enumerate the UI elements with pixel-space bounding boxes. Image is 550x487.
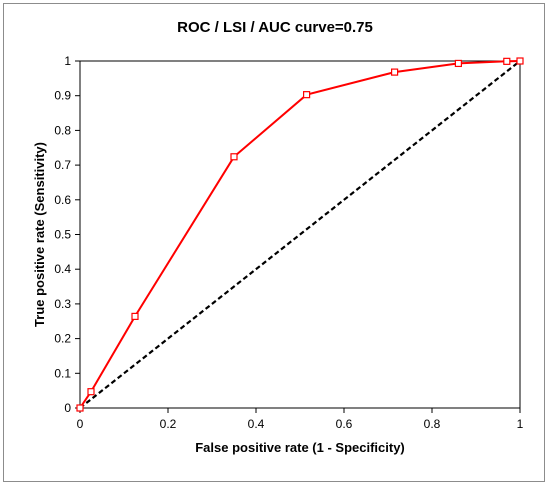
x-tick-label: 0.8 [424, 417, 441, 431]
chart-title: ROC / LSI / AUC curve=0.75 [177, 19, 373, 36]
x-axis-label: False positive rate (1 - Specificity) [195, 440, 405, 455]
roc-point-marker [391, 68, 399, 76]
roc-point-marker [303, 91, 311, 99]
y-tick-label: 0.1 [54, 366, 71, 380]
y-tick-label: 0.2 [54, 332, 71, 346]
series-group [76, 57, 524, 412]
y-tick-label: 0.3 [54, 297, 71, 311]
y-tick-label: 0.4 [54, 262, 71, 276]
y-tick-label: 1 [64, 54, 71, 68]
x-tick-label: 1 [517, 417, 524, 431]
y-tick-label: 0.6 [54, 193, 71, 207]
roc-point-marker [230, 153, 238, 161]
roc-point-marker [516, 57, 524, 65]
y-tick-label: 0.7 [54, 158, 71, 172]
chart-frame [3, 3, 545, 482]
y-tick-label: 0.9 [54, 89, 71, 103]
x-tick-label: 0.4 [248, 417, 265, 431]
roc-point-marker [454, 59, 462, 68]
y-axis: 0 0.1 0.2 0.3 0.4 0.5 0.6 0.7 0.8 0.9 1 [54, 54, 80, 415]
roc-point-marker [131, 312, 139, 320]
reference-diagonal-line [79, 60, 521, 409]
x-tick-label: 0.6 [336, 417, 353, 431]
roc-point-marker [76, 404, 84, 412]
roc-point-marker [503, 57, 511, 65]
x-tick-label: 0 [77, 417, 84, 431]
y-tick-label: 0.5 [54, 228, 71, 242]
x-axis: 0 0.2 0.4 0.6 0.8 1 [77, 408, 524, 431]
x-tick-label: 0.2 [160, 417, 177, 431]
roc-point-marker [87, 388, 95, 396]
y-axis-label: True positive rate (Sensitivity) [32, 142, 47, 327]
y-tick-label: 0.8 [54, 123, 71, 137]
y-tick-label: 0 [64, 401, 71, 415]
